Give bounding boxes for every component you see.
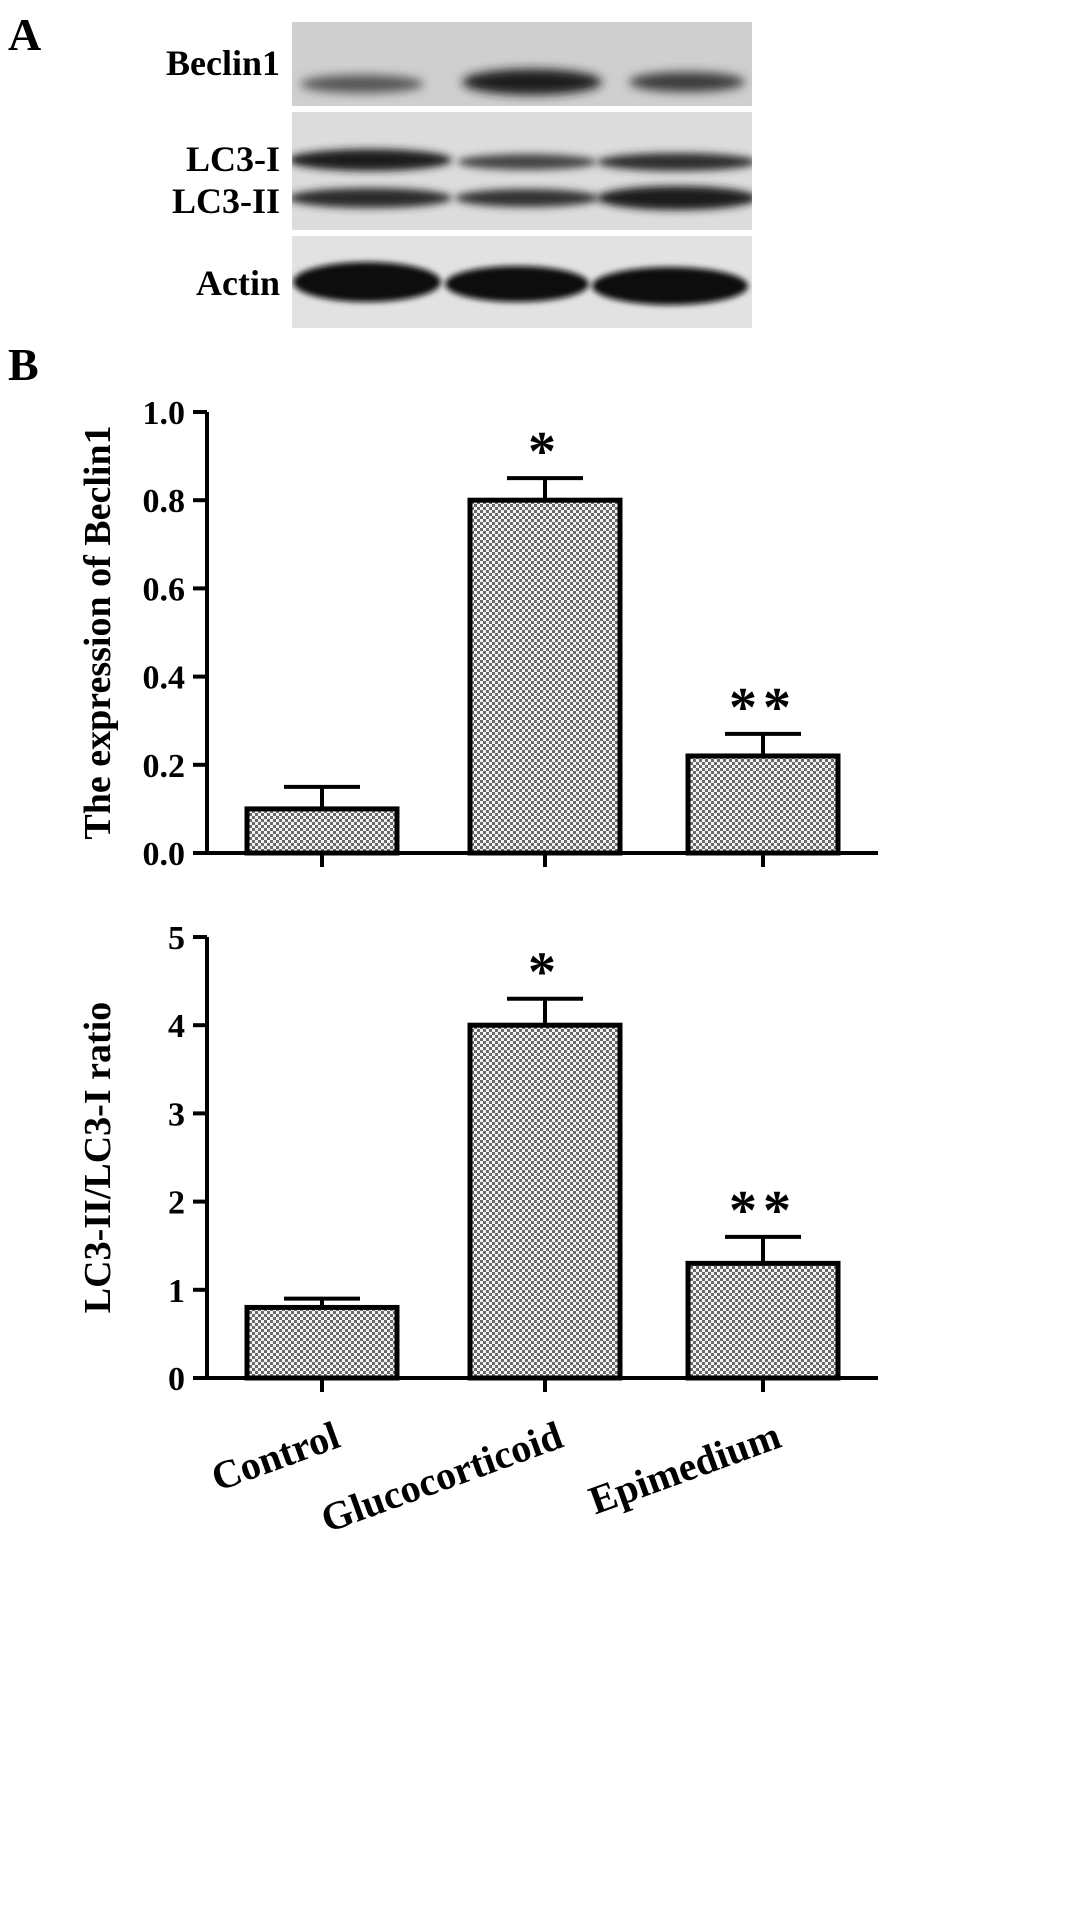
- x-category-label: Epimedium: [583, 1412, 786, 1523]
- y-tick-label: 0.0: [143, 836, 186, 873]
- y-tick-label: 0.8: [143, 483, 186, 520]
- y-tick-label: 2: [168, 1185, 185, 1222]
- y-tick-label: 0: [168, 1361, 185, 1398]
- y-tick-label: 3: [168, 1096, 185, 1133]
- y-tick-label: 1.0: [143, 395, 186, 432]
- panel-b-label: B: [8, 339, 39, 390]
- significance-marker: **: [729, 677, 797, 739]
- y-tick-label: 1: [168, 1273, 185, 1310]
- bar: [244, 1304, 400, 1381]
- beclin1-expression-chart: 0.0 0.2 0.4 0.6 0.8 1.0 The expression of Becl…: [77, 395, 878, 873]
- y-tick-label: 0.6: [143, 571, 186, 608]
- lc3-ratio-chart: 0 1 2 3 4 5 LC3-II/LC3-I ratio Control * Glucocor…: [77, 920, 878, 1541]
- bar: [685, 753, 841, 856]
- y-tick-label: 0.2: [143, 748, 186, 785]
- actin-blot-image: [292, 236, 752, 328]
- beclin1-blot-label: Beclin1: [166, 43, 280, 83]
- y-tick-label: 5: [168, 920, 185, 957]
- y-tick-label: 4: [168, 1008, 185, 1045]
- y-axis-label: The expression of Beclin1: [77, 425, 119, 839]
- significance-marker: *: [528, 942, 562, 1004]
- y-tick-label: 0.4: [143, 660, 186, 697]
- significance-marker: **: [729, 1180, 797, 1242]
- lc3-i-blot-label: LC3-I: [185, 139, 280, 179]
- x-category-label: Glucocorticoid: [315, 1412, 568, 1541]
- x-category-label: Control: [205, 1412, 345, 1500]
- beclin1-blot-image: [292, 22, 752, 106]
- bar: [467, 1022, 623, 1381]
- bar: [685, 1260, 841, 1381]
- lc3-ii-blot-label: LC3-II: [171, 181, 280, 221]
- lc3-blot-image: [292, 112, 752, 230]
- bar: [467, 497, 623, 856]
- y-axis-label: LC3-II/LC3-I ratio: [77, 1002, 119, 1313]
- significance-marker: *: [528, 421, 562, 483]
- actin-blot-label: Actin: [196, 263, 280, 303]
- bar: [244, 806, 400, 856]
- panel-a-label: A: [8, 9, 42, 60]
